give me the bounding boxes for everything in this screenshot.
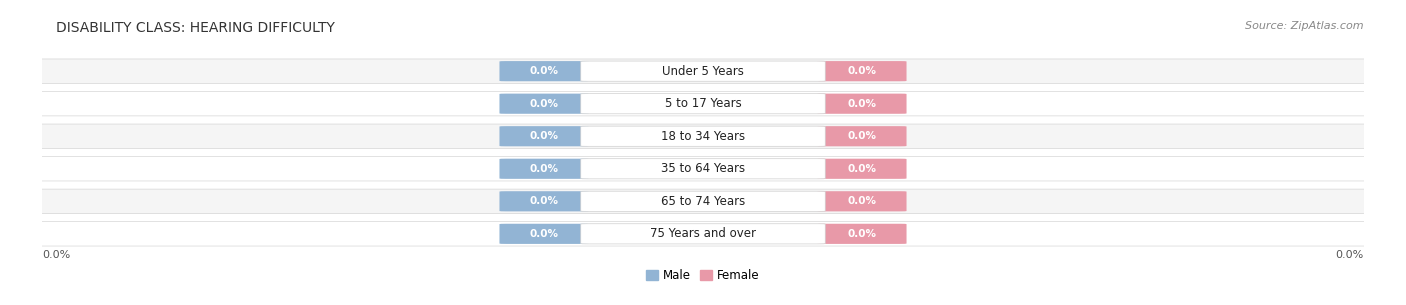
FancyBboxPatch shape bbox=[499, 94, 589, 114]
Legend: Male, Female: Male, Female bbox=[641, 265, 765, 287]
FancyBboxPatch shape bbox=[32, 59, 1374, 83]
Text: 0.0%: 0.0% bbox=[848, 164, 876, 174]
FancyBboxPatch shape bbox=[581, 224, 825, 244]
FancyBboxPatch shape bbox=[817, 191, 907, 211]
Text: DISABILITY CLASS: HEARING DIFFICULTY: DISABILITY CLASS: HEARING DIFFICULTY bbox=[56, 21, 335, 35]
Text: 0.0%: 0.0% bbox=[1336, 250, 1364, 260]
FancyBboxPatch shape bbox=[817, 224, 907, 244]
Text: Under 5 Years: Under 5 Years bbox=[662, 65, 744, 78]
FancyBboxPatch shape bbox=[581, 191, 825, 211]
FancyBboxPatch shape bbox=[817, 126, 907, 146]
FancyBboxPatch shape bbox=[32, 124, 1374, 149]
Text: 0.0%: 0.0% bbox=[848, 196, 876, 206]
Text: 65 to 74 Years: 65 to 74 Years bbox=[661, 195, 745, 208]
FancyBboxPatch shape bbox=[499, 126, 589, 146]
Text: 0.0%: 0.0% bbox=[42, 250, 70, 260]
Text: 0.0%: 0.0% bbox=[848, 131, 876, 141]
Text: 0.0%: 0.0% bbox=[848, 66, 876, 76]
FancyBboxPatch shape bbox=[817, 61, 907, 81]
Text: 0.0%: 0.0% bbox=[530, 99, 558, 109]
Text: 0.0%: 0.0% bbox=[530, 66, 558, 76]
FancyBboxPatch shape bbox=[581, 159, 825, 179]
Text: Source: ZipAtlas.com: Source: ZipAtlas.com bbox=[1246, 21, 1364, 31]
FancyBboxPatch shape bbox=[32, 222, 1374, 246]
FancyBboxPatch shape bbox=[499, 159, 589, 179]
FancyBboxPatch shape bbox=[499, 191, 589, 211]
FancyBboxPatch shape bbox=[499, 224, 589, 244]
FancyBboxPatch shape bbox=[581, 126, 825, 146]
Text: 0.0%: 0.0% bbox=[530, 164, 558, 174]
FancyBboxPatch shape bbox=[581, 61, 825, 81]
FancyBboxPatch shape bbox=[32, 92, 1374, 116]
Text: 0.0%: 0.0% bbox=[530, 131, 558, 141]
FancyBboxPatch shape bbox=[32, 189, 1374, 213]
FancyBboxPatch shape bbox=[499, 61, 589, 81]
Text: 0.0%: 0.0% bbox=[848, 99, 876, 109]
Text: 18 to 34 Years: 18 to 34 Years bbox=[661, 130, 745, 143]
FancyBboxPatch shape bbox=[581, 94, 825, 114]
Text: 35 to 64 Years: 35 to 64 Years bbox=[661, 162, 745, 175]
Text: 75 Years and over: 75 Years and over bbox=[650, 227, 756, 240]
Text: 5 to 17 Years: 5 to 17 Years bbox=[665, 97, 741, 110]
Text: 0.0%: 0.0% bbox=[530, 196, 558, 206]
FancyBboxPatch shape bbox=[32, 156, 1374, 181]
Text: 0.0%: 0.0% bbox=[530, 229, 558, 239]
FancyBboxPatch shape bbox=[817, 159, 907, 179]
Text: 0.0%: 0.0% bbox=[848, 229, 876, 239]
FancyBboxPatch shape bbox=[817, 94, 907, 114]
